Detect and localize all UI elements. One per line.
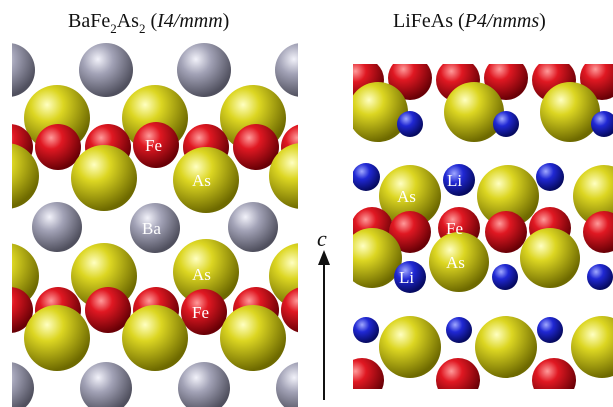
label-li-lower: Li — [399, 268, 414, 287]
ba-atom — [275, 43, 298, 97]
fe-atom — [485, 211, 527, 253]
fe-atom — [12, 287, 33, 333]
fe-atom — [436, 358, 480, 389]
label-li-upper: Li — [447, 171, 462, 190]
fe-atom — [85, 287, 131, 333]
fe-atom — [281, 287, 298, 333]
li-atom — [443, 164, 475, 196]
as-atom — [379, 316, 441, 378]
as-atom — [173, 239, 239, 305]
li-atom — [587, 264, 613, 290]
ba-atom — [32, 202, 82, 252]
label-fe-right: Fe — [446, 219, 463, 238]
as-atom — [220, 305, 286, 371]
ba-atom — [12, 43, 35, 97]
ba-atom — [177, 43, 231, 97]
label-as-lower: As — [192, 265, 211, 284]
as-atom — [122, 305, 188, 371]
li-atom — [492, 264, 518, 290]
ba-atom — [12, 362, 34, 407]
li-atom — [591, 111, 613, 137]
left-panel-title: BaFe2As2 (I4/mmm) — [68, 10, 229, 36]
li-atom — [397, 111, 423, 137]
fe-atom — [233, 124, 279, 170]
as-atom — [269, 143, 298, 209]
li-atom — [536, 163, 564, 191]
as-atom — [540, 82, 600, 142]
as-atom — [71, 145, 137, 211]
as-atom — [520, 228, 580, 288]
label-fe-lower: Fe — [192, 303, 209, 322]
as-atom — [444, 82, 504, 142]
as-atom — [477, 165, 539, 227]
c-axis-arrow — [318, 250, 330, 400]
as-atom — [353, 82, 408, 142]
as-atom — [429, 232, 489, 292]
bafe2as2-structure — [12, 43, 298, 407]
fe-atom — [133, 122, 179, 168]
label-ba: Ba — [142, 219, 161, 238]
right-panel-title: LiFeAs (P4/nmms) — [393, 10, 546, 32]
ba-atom — [228, 202, 278, 252]
lifeas-structure — [353, 64, 613, 389]
as-atom — [12, 143, 39, 209]
li-atom — [446, 317, 472, 343]
li-atom — [493, 111, 519, 137]
fe-atom — [583, 211, 613, 253]
fe-atom — [181, 289, 227, 335]
as-atom — [379, 165, 441, 227]
li-atom — [537, 317, 563, 343]
ba-atom — [130, 203, 180, 253]
ba-atom — [276, 362, 298, 407]
label-as-lower-right: As — [446, 253, 465, 272]
as-atom — [24, 305, 90, 371]
label-as-upper: As — [192, 171, 211, 190]
fe-atom — [353, 358, 384, 389]
fe-atom — [35, 124, 81, 170]
label-fe-upper: Fe — [145, 136, 162, 155]
as-atom — [173, 147, 239, 213]
as-atom — [353, 228, 402, 288]
ba-atom — [80, 362, 132, 407]
as-atom — [571, 316, 613, 378]
label-as-upper-right: As — [397, 187, 416, 206]
fe-atom — [532, 358, 576, 389]
ba-atom — [79, 43, 133, 97]
fe-atom — [389, 211, 431, 253]
as-atom — [475, 316, 537, 378]
li-atom — [353, 163, 380, 191]
li-atom — [353, 317, 379, 343]
li-atom — [394, 261, 426, 293]
c-axis-label: c — [317, 226, 327, 251]
ba-atom — [178, 362, 230, 407]
